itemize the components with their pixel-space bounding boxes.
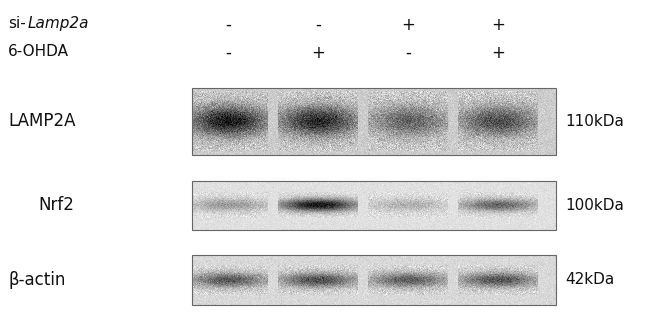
Text: β-actin: β-actin (8, 271, 66, 289)
Text: 100kDa: 100kDa (565, 198, 624, 213)
Text: Nrf2: Nrf2 (38, 197, 74, 214)
Text: +: + (401, 16, 415, 34)
Text: -: - (405, 44, 411, 62)
Text: -: - (225, 16, 231, 34)
Text: +: + (491, 16, 505, 34)
Text: 42kDa: 42kDa (565, 273, 614, 288)
Bar (192, 181, 556, 230)
Text: LAMP2A: LAMP2A (8, 112, 75, 131)
Text: 6-OHDA: 6-OHDA (8, 44, 69, 59)
Text: +: + (311, 44, 325, 62)
Text: 110kDa: 110kDa (565, 114, 624, 129)
Bar (192, 88, 556, 155)
Text: Lamp2a: Lamp2a (28, 16, 90, 31)
Text: -: - (315, 16, 321, 34)
Bar (192, 255, 556, 305)
Text: si-: si- (8, 16, 26, 31)
Text: -: - (225, 44, 231, 62)
Text: +: + (491, 44, 505, 62)
